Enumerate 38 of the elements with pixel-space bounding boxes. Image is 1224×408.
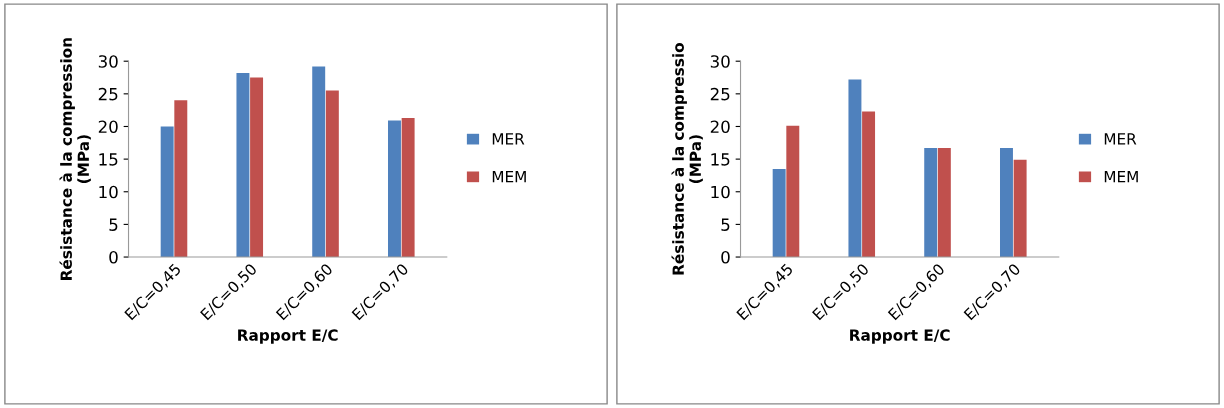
legend-label: MEM (492, 171, 526, 183)
bar (312, 66, 326, 258)
y-tick-label: 5 (721, 218, 730, 231)
x-axis-title: Rapport E/C (850, 329, 950, 344)
bar (236, 72, 250, 258)
x-axis-title: Rapport E/C (238, 329, 338, 344)
y-tick-label: 20 (710, 120, 730, 134)
y-tick-label: 10 (99, 185, 118, 199)
y-tick-label: 10 (711, 185, 730, 199)
legend-label: MER (492, 133, 525, 145)
bar (325, 90, 339, 258)
bar (924, 148, 938, 258)
bar (772, 168, 786, 258)
y-tick-label: 0 (109, 251, 118, 264)
y-tick-label: 25 (710, 87, 730, 101)
bar (1000, 148, 1013, 258)
y-tick-label: 30 (98, 55, 118, 68)
y-tick-label: 15 (99, 153, 118, 166)
y-tick-label: 0 (721, 251, 730, 264)
y-tick-label: 15 (711, 153, 730, 166)
bar (786, 125, 800, 258)
y-axis-title: Résistance à la compression (MPa) (59, 38, 91, 280)
bar (401, 117, 415, 258)
bar (937, 148, 951, 258)
y-tick-label: 30 (710, 55, 730, 68)
y-tick-label: 20 (98, 120, 118, 134)
y-axis-title: Résistance à la compressio (MPa) (671, 43, 703, 275)
legend-label: MEM (1104, 171, 1138, 183)
bar (174, 100, 188, 258)
bar (250, 77, 264, 258)
y-tick-label: 25 (98, 87, 118, 101)
y-tick-label: 5 (109, 218, 118, 231)
bar (848, 79, 862, 258)
bar (388, 120, 401, 258)
legend-label: MER (1104, 133, 1137, 145)
bar (1013, 159, 1027, 258)
bar (862, 111, 876, 258)
bar (160, 126, 174, 258)
